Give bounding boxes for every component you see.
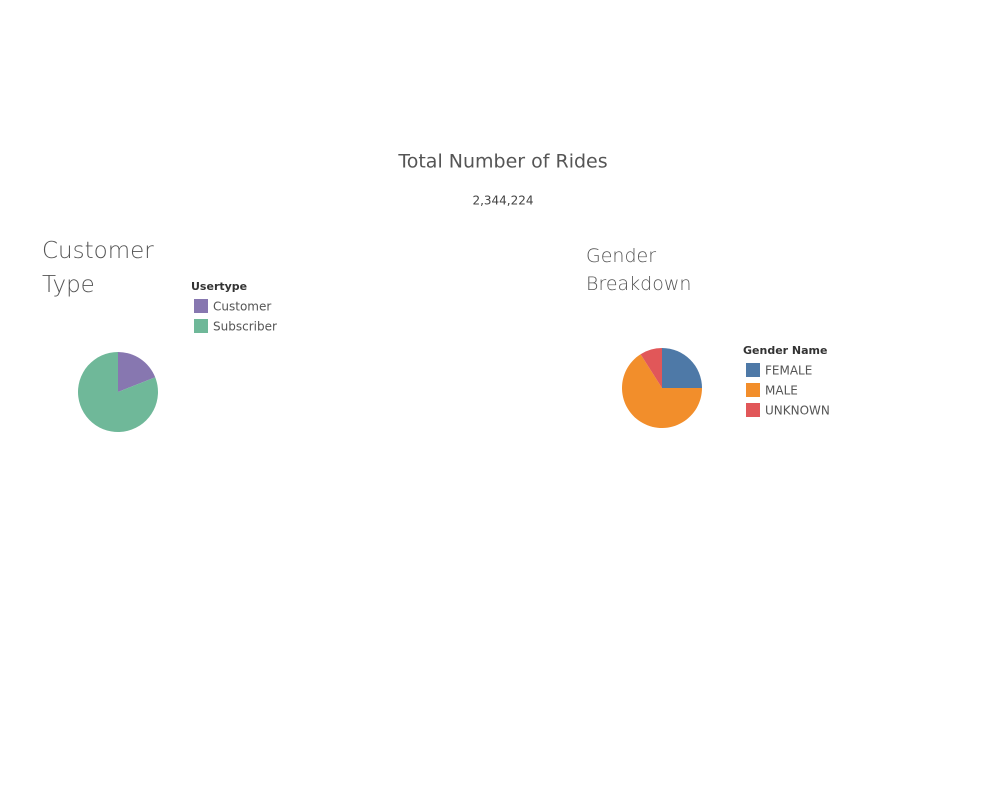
- chart-title: Gender Breakdown: [586, 245, 692, 295]
- legend-label: UNKNOWN: [765, 404, 830, 418]
- kpi-title: Total Number of Rides: [397, 151, 607, 173]
- legend-swatch: [746, 383, 760, 397]
- pie-slice: [662, 348, 702, 388]
- legend-swatch: [194, 319, 208, 333]
- pie-slice: [622, 354, 702, 428]
- pie-slice: [640, 348, 662, 388]
- pie-slice: [118, 352, 156, 392]
- legend-label: MALE: [765, 384, 798, 398]
- legend-label: FEMALE: [765, 364, 812, 378]
- legend-swatch: [746, 403, 760, 417]
- chart-title: Customer Type: [42, 238, 154, 298]
- legend-swatch: [746, 363, 760, 377]
- legend-title: Gender Name: [743, 344, 827, 357]
- kpi-value: 2,344,224: [472, 194, 533, 208]
- legend-label: Subscriber: [213, 320, 277, 334]
- pie-slice: [77, 352, 158, 432]
- legend-swatch: [194, 299, 208, 313]
- legend-title: Usertype: [191, 280, 247, 293]
- legend-label: Customer: [213, 300, 271, 314]
